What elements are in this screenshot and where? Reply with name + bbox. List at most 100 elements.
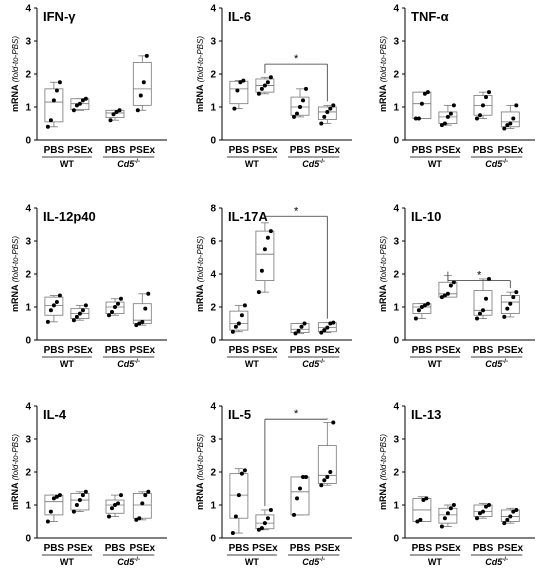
box <box>132 493 152 519</box>
box <box>290 476 310 516</box>
y-tick-label: 0 <box>25 534 31 545</box>
data-point <box>57 493 62 498</box>
data-point <box>111 112 116 117</box>
panel-title: TNF-α <box>411 9 449 24</box>
panel-title: IFN-γ <box>43 9 76 24</box>
y-axis-label: mRNA (fold-to-PBS) <box>195 434 205 510</box>
data-point <box>116 301 120 306</box>
y-label-sub: (fold-to-PBS) <box>11 236 20 285</box>
data-point <box>230 329 235 334</box>
group-label: Cd5-/- <box>117 159 140 169</box>
data-point <box>71 509 76 514</box>
data-point <box>295 496 299 501</box>
data-point <box>451 503 456 507</box>
data-point <box>439 295 444 300</box>
group-name: WT <box>60 159 74 169</box>
data-point <box>302 321 307 326</box>
data-point <box>71 318 76 323</box>
data-point <box>478 311 482 316</box>
data-point <box>135 108 140 113</box>
x-tick-label: PBS <box>412 543 433 554</box>
y-tick-label: 3 <box>393 435 399 446</box>
y-tick-label: 0 <box>393 336 399 347</box>
y-tick-label: 2 <box>25 468 31 479</box>
group-label: WT <box>428 359 442 369</box>
y-tick-label: 2 <box>210 70 216 81</box>
y-axis-label: mRNA (fold-to-PBS) <box>195 36 205 112</box>
y-label-sub: (fold-to-PBS) <box>379 236 388 285</box>
group-label: WT <box>60 159 74 169</box>
data-point <box>146 291 151 296</box>
y-tick-label: 4 <box>210 4 216 15</box>
y-label-main: mRNA <box>378 284 388 312</box>
data-point <box>304 86 308 91</box>
data-point <box>511 116 516 121</box>
box <box>317 445 337 484</box>
data-point <box>144 53 149 58</box>
x-tick-label: PSEx <box>498 145 524 156</box>
data-point <box>299 324 304 329</box>
y-tick-label: 4 <box>210 402 216 413</box>
panel-title: IL-13 <box>411 407 441 422</box>
y-tick-label: 3 <box>210 37 216 48</box>
data-point <box>322 328 327 333</box>
y-tick-label: 4 <box>210 270 216 281</box>
panel-title: IL-10 <box>411 209 441 224</box>
y-axis-label: mRNA (fold-to-PBS) <box>378 36 388 112</box>
data-point <box>117 108 122 113</box>
data-point <box>487 276 491 281</box>
x-tick-label: PBS <box>44 145 65 156</box>
sig-star: * <box>294 205 299 217</box>
group-label: WT <box>245 159 259 169</box>
data-point <box>241 78 246 83</box>
data-point <box>256 290 261 295</box>
data-point <box>451 280 456 285</box>
group-label: Cd5-/- <box>485 359 508 369</box>
data-point <box>140 319 145 324</box>
x-tick-label: PBS <box>105 543 126 554</box>
data-point <box>331 420 336 425</box>
group-label: Cd5-/- <box>302 557 325 567</box>
data-point <box>439 524 444 529</box>
data-point <box>114 109 119 114</box>
y-tick-label: 1 <box>210 501 216 512</box>
data-point <box>445 291 450 296</box>
data-point <box>448 506 453 511</box>
data-point <box>51 496 56 501</box>
y-tick-label: 1 <box>25 103 31 114</box>
data-point <box>425 90 430 95</box>
y-tick-label: 2 <box>393 468 399 479</box>
data-point <box>511 509 516 514</box>
data-point <box>80 308 85 313</box>
x-tick-label: PSEx <box>130 543 156 554</box>
data-point <box>77 101 82 106</box>
y-tick-label: 2 <box>210 303 216 314</box>
y-tick-label: 1 <box>393 501 399 512</box>
data-point <box>238 80 243 85</box>
group-name: Cd5 <box>117 557 135 567</box>
data-point <box>51 303 56 308</box>
data-point <box>301 474 305 479</box>
data-point <box>419 305 424 309</box>
data-point <box>475 516 479 521</box>
data-point <box>322 114 327 119</box>
y-tick-label: 0 <box>210 136 216 147</box>
data-point <box>80 493 85 498</box>
data-point <box>233 514 238 519</box>
data-point <box>83 303 88 308</box>
data-point <box>48 308 53 313</box>
y-label-sub: (fold-to-PBS) <box>379 36 388 85</box>
group-superscript: -/- <box>319 557 325 563</box>
x-tick-label: PSEx <box>252 145 278 156</box>
group-superscript: -/- <box>502 159 508 165</box>
data-point <box>83 96 88 101</box>
data-point <box>54 88 59 93</box>
data-point <box>442 516 447 521</box>
data-point <box>422 303 427 308</box>
data-point <box>319 121 324 126</box>
group-name: WT <box>428 159 442 169</box>
group-name: Cd5 <box>485 159 503 169</box>
box <box>44 494 64 516</box>
data-point <box>107 313 111 318</box>
